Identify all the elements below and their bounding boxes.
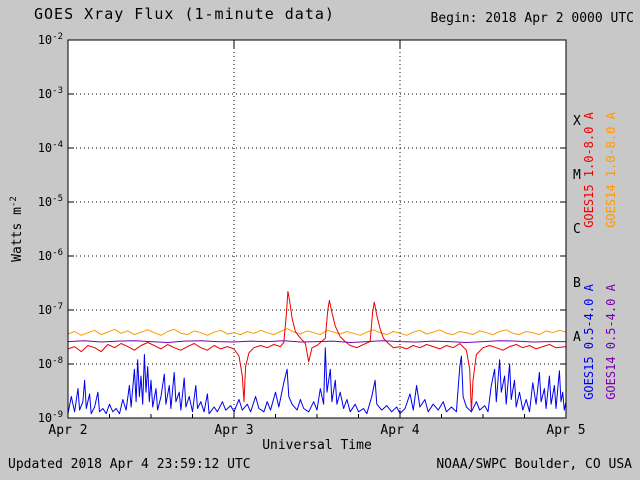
x-axis-tick-label: Apr 4 xyxy=(380,423,419,438)
x-axis-tick-label: Apr 3 xyxy=(214,423,253,438)
y-axis-tick-label: 10-4 xyxy=(38,140,63,155)
y-axis-title-exponent: -2 xyxy=(8,196,19,208)
legend-label-goes15-short: GOES15 0.5-4.0 A xyxy=(582,284,596,400)
legend-label-goes15-long: GOES15 1.0-8.0 A xyxy=(582,112,596,228)
flare-class-label-a: A xyxy=(573,330,581,345)
series-goes14-short xyxy=(68,340,566,343)
x-axis-tick-label: Apr 2 xyxy=(48,423,87,438)
series-group xyxy=(68,291,566,415)
legend-label-goes14-short: GOES14 0.5-4.0 A xyxy=(604,284,618,400)
updated-timestamp: Updated 2018 Apr 4 23:59:12 UTC xyxy=(8,457,251,472)
x-axis-title: Universal Time xyxy=(262,438,372,453)
y-axis-title-text: Watts m xyxy=(10,207,26,262)
y-axis-tick-label: 10-3 xyxy=(38,86,63,101)
legend-label-goes14-long: GOES14 1.0-8.0 A xyxy=(604,112,618,228)
x-axis-tick-label: Apr 5 xyxy=(546,423,585,438)
flare-class-label-c: C xyxy=(573,222,581,237)
data-source-credit: NOAA/SWPC Boulder, CO USA xyxy=(436,457,632,472)
chart-title: GOES Xray Flux (1-minute data) xyxy=(34,5,335,23)
plot-border xyxy=(67,39,567,419)
y-axis-tick-label: 10-6 xyxy=(38,248,63,263)
flare-class-label-b: B xyxy=(573,276,581,291)
plot-background xyxy=(68,40,566,418)
flare-class-label-m: M xyxy=(573,168,581,183)
flare-class-label-x: X xyxy=(573,114,581,129)
y-axis-title: Watts m-2 xyxy=(9,196,25,262)
y-axis-tick-label: 10-8 xyxy=(38,356,63,371)
y-axis-tick-label: 10-5 xyxy=(38,194,63,209)
series-goes14-long xyxy=(68,328,566,336)
series-goes15-long xyxy=(68,291,566,413)
series-goes15-short xyxy=(68,347,566,415)
begin-timestamp: Begin: 2018 Apr 2 0000 UTC xyxy=(430,11,635,26)
y-axis-tick-label: 10-2 xyxy=(38,32,63,47)
y-axis-tick-label: 10-7 xyxy=(38,302,63,317)
